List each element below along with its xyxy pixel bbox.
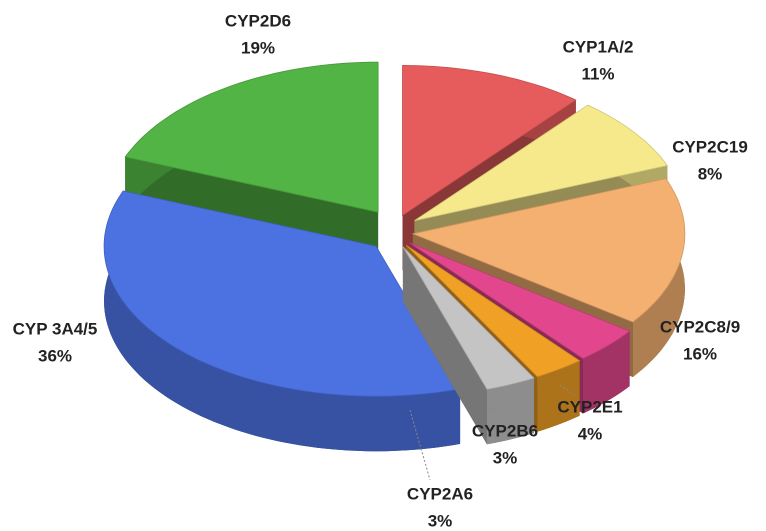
- slice: [103, 190, 461, 397]
- leader-line: [489, 407, 506, 419]
- leader-line: [409, 409, 431, 481]
- slice: [103, 190, 461, 452]
- slice: [409, 242, 631, 359]
- slice-side: [487, 378, 534, 445]
- slice-label: CYP2D6: [225, 11, 291, 30]
- slice-value-label: 3%: [428, 511, 453, 530]
- slice: [405, 244, 581, 378]
- slice-value-label: 8%: [698, 164, 723, 183]
- slice-label: CYP2E1: [557, 397, 622, 416]
- slice-label: CYP1A/2: [563, 37, 634, 56]
- slice: [402, 246, 535, 445]
- slice-label: CYP 3A4/5: [13, 319, 98, 338]
- slice-side: [104, 191, 461, 452]
- slice-label: CYP2B6: [472, 421, 538, 440]
- leader-line: [559, 384, 576, 396]
- slice: [124, 61, 379, 213]
- slice-value-label: 19%: [241, 38, 275, 57]
- slice-value-label: 3%: [493, 448, 518, 467]
- slice-side: [537, 360, 580, 432]
- slice-wall: [402, 246, 487, 445]
- slice-side: [583, 331, 630, 414]
- slice-value-label: 11%: [581, 64, 614, 83]
- slice-value-label: 4%: [578, 424, 603, 443]
- slice-value-label: 36%: [38, 346, 72, 365]
- slice: [402, 246, 535, 390]
- slice-label: CYP2C8/9: [660, 317, 740, 336]
- slice-value-label: 16%: [683, 344, 717, 363]
- slice-label: CYP2A6: [407, 484, 473, 503]
- slice-label: CYP2C19: [672, 137, 748, 156]
- slice: [414, 104, 668, 222]
- slice: [402, 64, 577, 217]
- slice: [411, 178, 686, 323]
